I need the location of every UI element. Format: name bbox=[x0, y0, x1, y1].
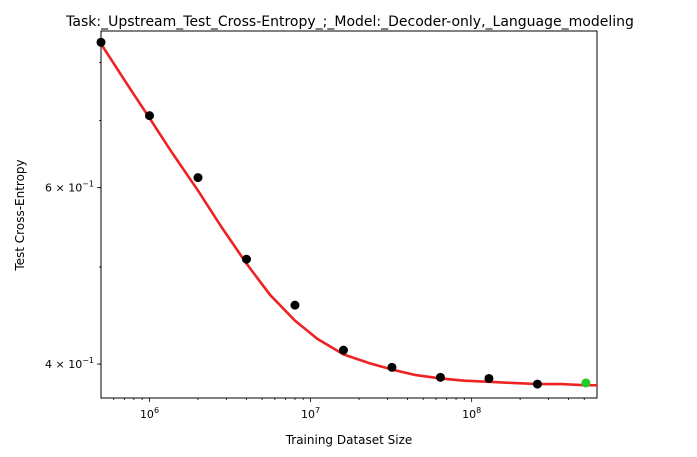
data-point bbox=[241, 254, 251, 264]
data-points-layer bbox=[96, 37, 591, 389]
data-point bbox=[387, 362, 397, 372]
data-point bbox=[532, 379, 542, 389]
y-tick-label: 4 × 10−1 bbox=[45, 356, 94, 371]
y-axis-label: Test Cross-Entropy bbox=[13, 159, 27, 271]
x-tick-label: 106 bbox=[140, 406, 159, 421]
y-tick-label: 6 × 10−1 bbox=[45, 180, 94, 195]
data-point bbox=[484, 373, 494, 383]
x-tick-label: 107 bbox=[301, 406, 320, 421]
data-point bbox=[338, 345, 348, 355]
data-point bbox=[144, 111, 154, 121]
extrapolated-point bbox=[581, 378, 591, 388]
data-point bbox=[96, 37, 106, 47]
fit-line bbox=[101, 42, 597, 387]
data-point bbox=[435, 372, 445, 382]
x-axis-ticks: 106 107 108 bbox=[140, 398, 481, 421]
x-axis-label: Training Dataset Size bbox=[285, 433, 413, 447]
chart-title: Task:_Upstream_Test_Cross-Entropy_;_Mode… bbox=[65, 14, 634, 30]
y-axis-ticks: 6 × 10−1 4 × 10−1 bbox=[45, 180, 101, 371]
x-tick-label: 108 bbox=[462, 406, 481, 421]
plot-frame bbox=[100, 30, 598, 399]
data-point bbox=[193, 173, 203, 183]
plot-area bbox=[100, 30, 598, 399]
data-point bbox=[290, 300, 300, 310]
fit-line-layer bbox=[101, 42, 597, 387]
